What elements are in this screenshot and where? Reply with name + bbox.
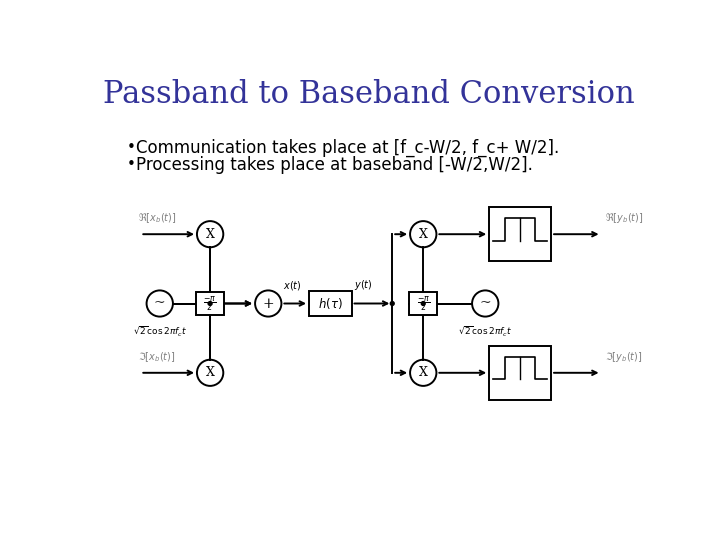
Text: Processing takes place at baseband [-W/2,W/2].: Processing takes place at baseband [-W/2…	[137, 156, 534, 174]
Text: $x(t)$: $x(t)$	[283, 279, 302, 292]
Bar	[196, 292, 224, 315]
Text: $\frac{-\pi}{2}$: $\frac{-\pi}{2}$	[417, 294, 430, 313]
Text: Communication takes place at [f_c-W/2, f_c+ W/2].: Communication takes place at [f_c-W/2, f…	[137, 139, 559, 157]
Circle shape	[421, 301, 426, 306]
Text: X: X	[206, 228, 215, 241]
Bar	[409, 292, 437, 315]
Text: $\Re[x_b(t)]$: $\Re[x_b(t)]$	[138, 211, 176, 225]
Text: $\Im[x_b(t)]$: $\Im[x_b(t)]$	[138, 350, 176, 363]
Text: $\Im[y_b(t)]$: $\Im[y_b(t)]$	[605, 349, 642, 363]
Text: 1: 1	[520, 346, 526, 355]
Text: •: •	[127, 140, 136, 156]
Text: $\frac{W}{2}$: $\frac{W}{2}$	[531, 382, 539, 398]
Text: $\sqrt{2}\cos 2\pi f_c t$: $\sqrt{2}\cos 2\pi f_c t$	[132, 325, 186, 339]
Bar	[489, 346, 551, 400]
Text: $h(\tau)$: $h(\tau)$	[318, 296, 343, 311]
Text: +: +	[262, 296, 274, 310]
Text: $\sqrt{2}\cos 2\pi f_c t$: $\sqrt{2}\cos 2\pi f_c t$	[458, 325, 513, 339]
Circle shape	[390, 301, 394, 306]
Circle shape	[208, 301, 212, 306]
Text: $y(t)$: $y(t)$	[354, 278, 372, 292]
Text: •: •	[127, 157, 136, 172]
Text: X: X	[206, 366, 215, 379]
Text: ~: ~	[480, 296, 491, 310]
Text: Passband to Baseband Conversion: Passband to Baseband Conversion	[103, 78, 635, 110]
Text: X: X	[419, 366, 428, 379]
Text: $\frac{-W}{2}$: $\frac{-W}{2}$	[499, 382, 511, 398]
Text: $\Re[y_b(t)]$: $\Re[y_b(t)]$	[605, 211, 643, 225]
Bar	[489, 207, 551, 261]
Text: X: X	[419, 228, 428, 241]
Text: ~: ~	[154, 296, 166, 310]
Text: $\frac{W}{2}$: $\frac{W}{2}$	[531, 243, 539, 259]
Text: $\frac{-\pi}{2}$: $\frac{-\pi}{2}$	[204, 294, 217, 313]
Text: 1: 1	[520, 207, 526, 217]
Text: $\frac{-W}{2}$: $\frac{-W}{2}$	[499, 243, 511, 259]
Bar	[309, 291, 351, 316]
